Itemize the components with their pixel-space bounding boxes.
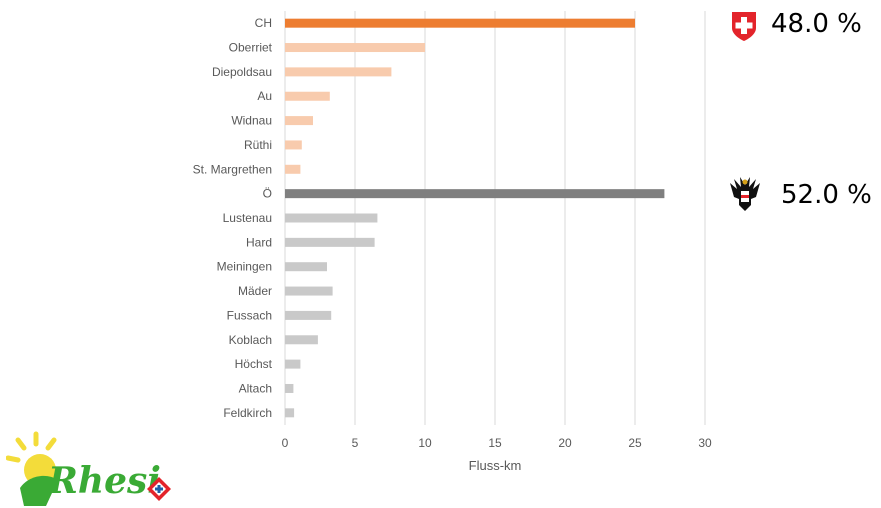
- bar-Widnau: [285, 116, 313, 126]
- category-label: Widnau: [231, 114, 272, 128]
- bar-Mäder: [285, 286, 333, 296]
- category-label: Rüthi: [244, 138, 272, 152]
- category-label: Koblach: [229, 333, 272, 347]
- bar-Rüthi: [285, 140, 302, 150]
- x-tick-label: 20: [558, 436, 572, 450]
- austrian-eagle-icon: [730, 177, 760, 211]
- bar-Höchst: [285, 359, 301, 369]
- category-label: Höchst: [235, 357, 273, 371]
- category-label: Lustenau: [223, 211, 272, 225]
- bar-CH: [285, 18, 635, 28]
- category-label: Hard: [246, 235, 272, 249]
- swiss-flag-icon: [732, 12, 756, 41]
- rhesi-logo: Rhesi: [6, 430, 206, 508]
- category-label: Meiningen: [217, 260, 272, 274]
- category-label: Diepoldsau: [212, 65, 272, 79]
- category-label: CH: [255, 16, 272, 30]
- category-labels: CH Oberriet Diepoldsau Au Widnau Rüthi St. Mar…: [193, 16, 273, 420]
- category-label: Oberriet: [229, 41, 273, 55]
- bar-Fussach: [285, 310, 332, 320]
- category-label: Ö: [263, 187, 272, 201]
- x-tick-label: 10: [418, 436, 432, 450]
- gridlines: [284, 11, 706, 425]
- bar-Diepoldsau: [285, 67, 392, 77]
- bar-Altach: [285, 383, 294, 393]
- bar-Oberriet: [285, 43, 425, 53]
- category-label: Mäder: [238, 284, 272, 298]
- bar-St. Margrethen: [285, 164, 301, 174]
- x-axis-title: Fluss-km: [469, 458, 522, 473]
- bar-Hard: [285, 237, 375, 247]
- x-tick-label: 5: [352, 436, 359, 450]
- bar-Lustenau: [285, 213, 378, 223]
- bar-Meiningen: [285, 262, 327, 272]
- sun-logo-icon: [6, 431, 58, 506]
- ch-share: 48.0 %: [771, 9, 862, 39]
- at-share: 52.0 %: [781, 180, 872, 210]
- x-tick-label: 0: [282, 436, 289, 450]
- x-tick-label: 25: [628, 436, 642, 450]
- x-tick-labels: 0 5 10 15 20 25 30: [282, 436, 712, 450]
- category-label: St. Margrethen: [193, 162, 272, 176]
- x-tick-label: 30: [698, 436, 712, 450]
- bar-Ö: [285, 189, 665, 199]
- category-label: Altach: [239, 381, 272, 395]
- category-label: Fussach: [227, 308, 272, 322]
- logo-emblem-icon: [147, 477, 171, 501]
- bar-Feldkirch: [285, 408, 295, 418]
- bars: [285, 18, 665, 418]
- category-label: Au: [257, 89, 272, 103]
- bar-Koblach: [285, 335, 318, 345]
- category-label: Feldkirch: [223, 406, 272, 420]
- logo-text: Rhesi: [48, 460, 161, 502]
- x-tick-label: 15: [488, 436, 502, 450]
- bar-Au: [285, 91, 330, 101]
